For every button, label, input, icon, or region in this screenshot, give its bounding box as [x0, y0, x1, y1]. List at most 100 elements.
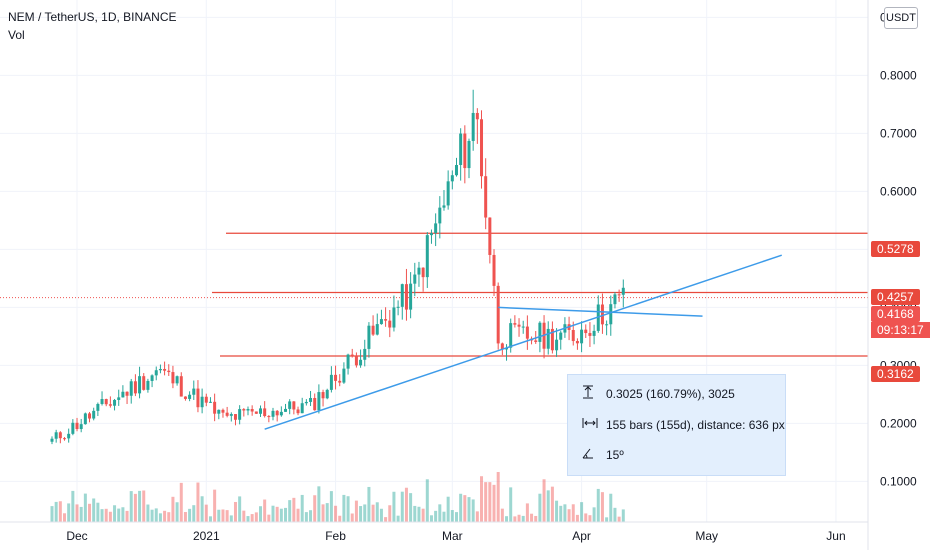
candle-body[interactable] — [480, 119, 484, 177]
candle-body[interactable] — [592, 330, 596, 336]
candle-body[interactable] — [158, 368, 162, 371]
candle-body[interactable] — [167, 370, 171, 373]
candle-body[interactable] — [229, 414, 233, 416]
trendlines[interactable] — [264, 254, 782, 430]
candle-body[interactable] — [284, 408, 288, 412]
candle-body[interactable] — [213, 401, 217, 414]
candle-body[interactable] — [467, 140, 471, 169]
candle-body[interactable] — [600, 304, 604, 325]
candle-body[interactable] — [188, 394, 192, 399]
candle-body[interactable] — [375, 324, 379, 335]
candle-body[interactable] — [484, 176, 488, 218]
candle-body[interactable] — [142, 376, 146, 390]
candle-body[interactable] — [459, 133, 463, 165]
candle-body[interactable] — [438, 207, 442, 224]
candle-body[interactable] — [513, 323, 517, 325]
candle-body[interactable] — [442, 205, 446, 208]
candle-body[interactable] — [96, 403, 100, 411]
candle-body[interactable] — [354, 356, 358, 366]
candle-body[interactable] — [113, 399, 117, 406]
candle-body[interactable] — [509, 323, 513, 348]
volume-indicator-label[interactable]: Vol — [8, 28, 25, 42]
candle-body[interactable] — [392, 307, 396, 328]
candle-body[interactable] — [534, 340, 538, 342]
candle-body[interactable] — [275, 410, 279, 416]
trendline[interactable] — [264, 254, 782, 430]
candle-body[interactable] — [288, 401, 292, 409]
candle-body[interactable] — [125, 391, 129, 396]
candle-body[interactable] — [104, 399, 108, 405]
candle-body[interactable] — [254, 411, 258, 414]
candle-body[interactable] — [525, 326, 529, 339]
candle-body[interactable] — [350, 354, 354, 357]
candle-body[interactable] — [175, 376, 179, 384]
candle-body[interactable] — [621, 287, 625, 295]
candle-body[interactable] — [325, 389, 329, 399]
candle-body[interactable] — [546, 328, 550, 349]
candle-body[interactable] — [79, 424, 83, 430]
candle-body[interactable] — [471, 112, 475, 141]
candle-body[interactable] — [192, 388, 196, 395]
candle-body[interactable] — [150, 375, 154, 381]
candle-body[interactable] — [238, 409, 242, 420]
candle-body[interactable] — [292, 401, 296, 410]
candle-body[interactable] — [371, 325, 375, 335]
candle-body[interactable] — [309, 397, 313, 402]
candle-body[interactable] — [446, 181, 450, 206]
candle-body[interactable] — [396, 306, 400, 308]
candle-body[interactable] — [550, 328, 554, 351]
candle-body[interactable] — [425, 235, 429, 278]
candle-body[interactable] — [338, 380, 342, 383]
candle-body[interactable] — [129, 381, 133, 396]
candle-body[interactable] — [559, 332, 563, 340]
candlesticks[interactable] — [50, 89, 625, 445]
candle-body[interactable] — [588, 333, 592, 336]
candle-body[interactable] — [117, 397, 121, 400]
candle-body[interactable] — [154, 370, 158, 376]
candle-body[interactable] — [217, 409, 221, 414]
candle-body[interactable] — [296, 409, 300, 414]
candle-body[interactable] — [58, 432, 62, 439]
candle-body[interactable] — [379, 319, 383, 325]
candle-body[interactable] — [179, 376, 183, 397]
candle-body[interactable] — [388, 320, 392, 328]
candle-body[interactable] — [138, 376, 142, 394]
candle-body[interactable] — [384, 319, 388, 321]
candle-body[interactable] — [488, 217, 492, 255]
candle-body[interactable] — [367, 325, 371, 349]
candle-body[interactable] — [250, 409, 254, 412]
candle-body[interactable] — [463, 133, 467, 169]
candle-body[interactable] — [580, 329, 584, 344]
symbol-title[interactable]: NEM / TetherUS, 1D, BINANCE — [8, 10, 177, 24]
candle-body[interactable] — [75, 422, 79, 430]
candle-body[interactable] — [317, 392, 321, 411]
candle-body[interactable] — [200, 396, 204, 408]
candle-body[interactable] — [208, 401, 212, 403]
candle-body[interactable] — [538, 322, 542, 342]
candle-body[interactable] — [359, 359, 363, 366]
candle-body[interactable] — [555, 339, 559, 351]
candle-body[interactable] — [88, 413, 92, 419]
candle-body[interactable] — [409, 283, 413, 310]
candle-body[interactable] — [259, 408, 262, 414]
candle-body[interactable] — [221, 409, 225, 413]
candle-body[interactable] — [246, 409, 250, 411]
candle-body[interactable] — [50, 438, 54, 442]
candle-body[interactable] — [434, 223, 438, 234]
candle-body[interactable] — [400, 284, 404, 307]
candle-body[interactable] — [263, 408, 267, 417]
candle-body[interactable] — [363, 348, 367, 360]
candle-body[interactable] — [146, 380, 150, 390]
candle-body[interactable] — [417, 267, 421, 275]
candle-body[interactable] — [108, 404, 112, 406]
candle-body[interactable] — [321, 392, 325, 399]
candle-body[interactable] — [617, 294, 621, 296]
candle-body[interactable] — [404, 284, 408, 310]
candle-body[interactable] — [329, 374, 333, 390]
candle-body[interactable] — [605, 324, 609, 326]
candle-body[interactable] — [609, 304, 613, 325]
candle-body[interactable] — [92, 410, 96, 419]
candle-body[interactable] — [133, 381, 137, 394]
candle-body[interactable] — [271, 410, 275, 417]
